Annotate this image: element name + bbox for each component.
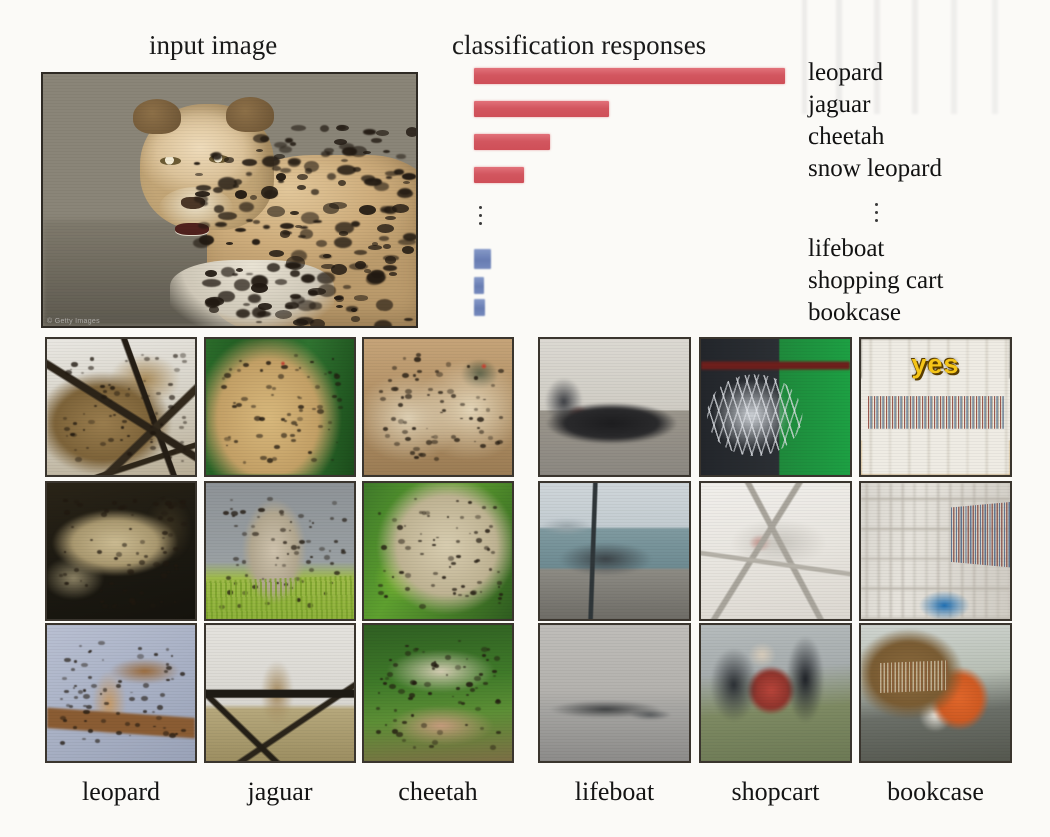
cell-grain-overlay (861, 339, 1010, 475)
cell-grain-overlay (364, 625, 512, 761)
overlay-text-yes: yes (911, 348, 960, 379)
cell-grain-overlay (861, 483, 1010, 619)
cell-grain-overlay (47, 625, 195, 761)
bar-lifeboat (474, 249, 491, 269)
grid-cell-lifeboat-r2 (538, 481, 691, 621)
photo-grain-overlay (43, 74, 416, 326)
column-label-cheetah: cheetah (398, 777, 478, 806)
grid-cell-leopard-r2 (45, 481, 197, 621)
grid-cell-jaguar-r3 (204, 623, 356, 763)
bar-jaguar (474, 101, 609, 117)
leopard-spot-pattern (43, 74, 416, 326)
grid-cell-cheetah-r3 (362, 623, 514, 763)
grid-cell-leopard-r1 (45, 337, 197, 477)
cell-grain-overlay (540, 339, 689, 475)
classification-response-bar-chart: leopard jaguar cheetah snow leopard lifeboat… (0, 0, 1050, 330)
cell-grain-overlay (364, 339, 512, 475)
page-title-classification-responses: classification responses (452, 30, 707, 60)
column-label-lifeboat: lifeboat (574, 777, 655, 806)
column-label-bookcase: bookcase (887, 777, 984, 806)
cell-grain-overlay (701, 483, 850, 619)
cell-grain-overlay (47, 483, 195, 619)
cell-grain-overlay (701, 625, 850, 761)
grid-cell-jaguar-r1 (204, 337, 356, 477)
class-label-shopping-cart: shopping cart (808, 267, 944, 294)
grid-cell-cheetah-r2 (362, 481, 514, 621)
grid-cell-leopard-r3 (45, 623, 197, 763)
grid-cell-shopcart-r1 (699, 337, 852, 477)
cell-grain-overlay (206, 625, 354, 761)
cell-grain-overlay (701, 339, 850, 475)
leopard-left-eye-shape (160, 157, 181, 166)
cell-grain-overlay (364, 483, 512, 619)
class-label-cheetah: cheetah (808, 123, 885, 150)
cell-grain-overlay (540, 483, 689, 619)
grid-cell-shopcart-r2 (699, 481, 852, 621)
column-label-leopard: leopard (82, 777, 160, 806)
cell-grain-overlay (47, 339, 195, 475)
column-label-jaguar: jaguar (247, 777, 313, 806)
bars-truncation-ellipsis-icon (478, 206, 483, 225)
cell-grain-overlay (206, 339, 354, 475)
class-label-lifeboat: lifeboat (808, 235, 885, 262)
cell-grain-overlay (540, 625, 689, 761)
cell-grain-overlay (206, 483, 354, 619)
grid-cell-bookcase-r1: yes (859, 337, 1012, 477)
class-label-leopard: leopard (808, 59, 883, 86)
grid-cell-lifeboat-r3 (538, 623, 691, 763)
bar-shopping-cart (474, 277, 484, 294)
leopard-nose-shape (181, 197, 206, 209)
cell-grain-overlay (861, 625, 1010, 761)
input-leopard-photo: © Getty Images (41, 72, 418, 328)
grid-cell-shopcart-r3 (699, 623, 852, 763)
grid-cell-bookcase-r2 (859, 481, 1012, 621)
grid-cell-lifeboat-r1 (538, 337, 691, 477)
bar-leopard (474, 68, 785, 84)
page-title-input-image: input image (149, 30, 278, 60)
column-label-shopcart: shopcart (731, 777, 820, 806)
leopard-left-ear-shape (132, 99, 181, 135)
photo-credit-text: © Getty Images (47, 318, 100, 325)
bar-bookcase (474, 299, 485, 316)
grid-cell-cheetah-r1 (362, 337, 514, 477)
bar-cheetah (474, 134, 550, 150)
class-label-jaguar: jaguar (808, 91, 871, 118)
leopard-right-ear-shape (225, 96, 275, 132)
grid-cell-jaguar-r2 (204, 481, 356, 621)
class-label-snow-leopard: snow leopard (808, 155, 942, 182)
grid-cell-bookcase-r3 (859, 623, 1012, 763)
class-label-bookcase: bookcase (808, 299, 902, 326)
labels-truncation-ellipsis-icon (874, 203, 879, 222)
bar-snow-leopard (474, 167, 524, 183)
